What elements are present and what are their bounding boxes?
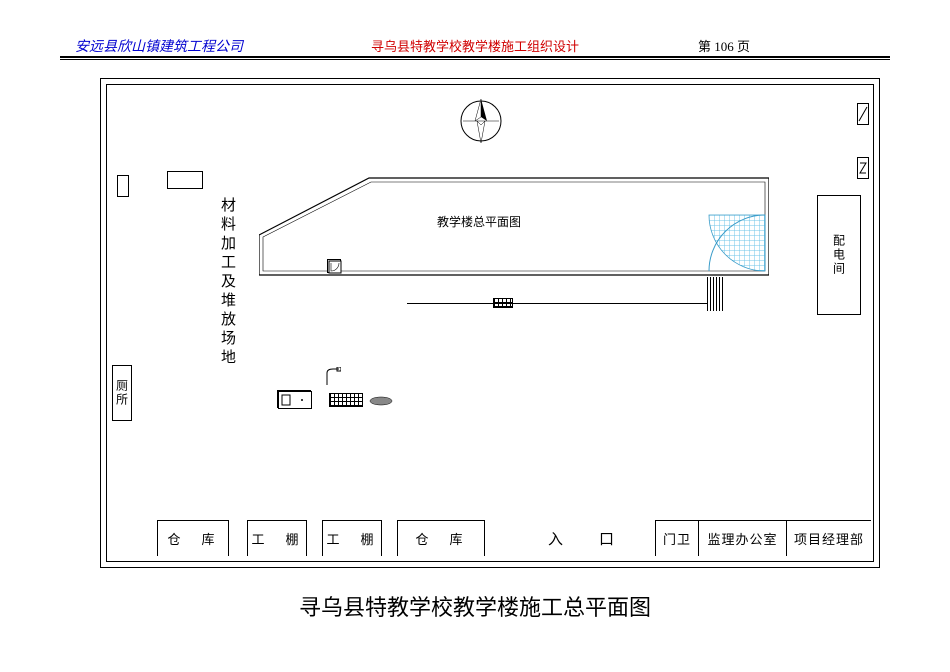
company-name: 安远县欣山镇建筑工程公司	[75, 36, 243, 56]
room-label: 工 棚	[326, 529, 377, 548]
room-guard: 门卫	[655, 520, 699, 556]
room-label: 仓 库	[167, 529, 218, 548]
symbol-box-left	[117, 175, 129, 197]
power-room: 配电间	[817, 195, 861, 315]
figure-caption: 寻乌县特教学校教学楼施工总平面图	[0, 590, 950, 622]
room-warehouse-2: 仓 库	[397, 520, 485, 556]
track-line	[407, 303, 707, 304]
room-supervisor: 监理办公室	[699, 520, 787, 556]
material-area-label: 材料加工及堆放场地	[217, 197, 238, 442]
page-number: 第 106 页	[698, 36, 750, 55]
room-label: 工 棚	[251, 529, 302, 548]
page-header: 安远县欣山镇建筑工程公司 寻乌县特教学校教学楼施工组织设计 第 106 页	[0, 36, 950, 58]
symbol-box-right-2	[857, 157, 869, 179]
main-building	[259, 175, 769, 300]
power-room-label: 配电间	[831, 234, 848, 276]
site-plan: 教学楼总平面图 材料加工及堆放场地 厕所 配电间	[100, 78, 880, 568]
mixer-icon	[277, 390, 311, 408]
room-shed-1: 工 棚	[247, 520, 307, 556]
compass-icon	[457, 97, 505, 145]
brick-pile-icon	[329, 393, 363, 407]
entrance-label: 入 口	[527, 528, 637, 549]
plan-inner-border: 教学楼总平面图 材料加工及堆放场地 厕所 配电间	[106, 84, 874, 562]
header-rule	[60, 56, 890, 60]
doc-title: 寻乌县特教学校教学楼施工组织设计	[371, 36, 579, 55]
room-shed-2: 工 棚	[322, 520, 382, 556]
room-pm-office: 项目经理部	[787, 520, 871, 556]
toilet-label: 厕所	[114, 379, 131, 407]
toilet-room: 厕所	[112, 365, 132, 421]
room-label: 项目经理部	[794, 529, 864, 548]
room-label: 仓 库	[415, 529, 466, 548]
water-tap-icon	[325, 367, 341, 387]
room-label: 门卫	[663, 529, 691, 548]
track-node-icon	[493, 298, 513, 308]
room-label: 监理办公室	[707, 529, 777, 548]
door-icon	[327, 259, 341, 273]
cart-icon	[369, 395, 393, 407]
symbol-box-nw	[167, 171, 203, 189]
room-warehouse-1: 仓 库	[157, 520, 229, 556]
building-label: 教学楼总平面图	[437, 213, 521, 230]
stair-icon	[707, 277, 725, 311]
symbol-box-right-1	[857, 103, 869, 125]
